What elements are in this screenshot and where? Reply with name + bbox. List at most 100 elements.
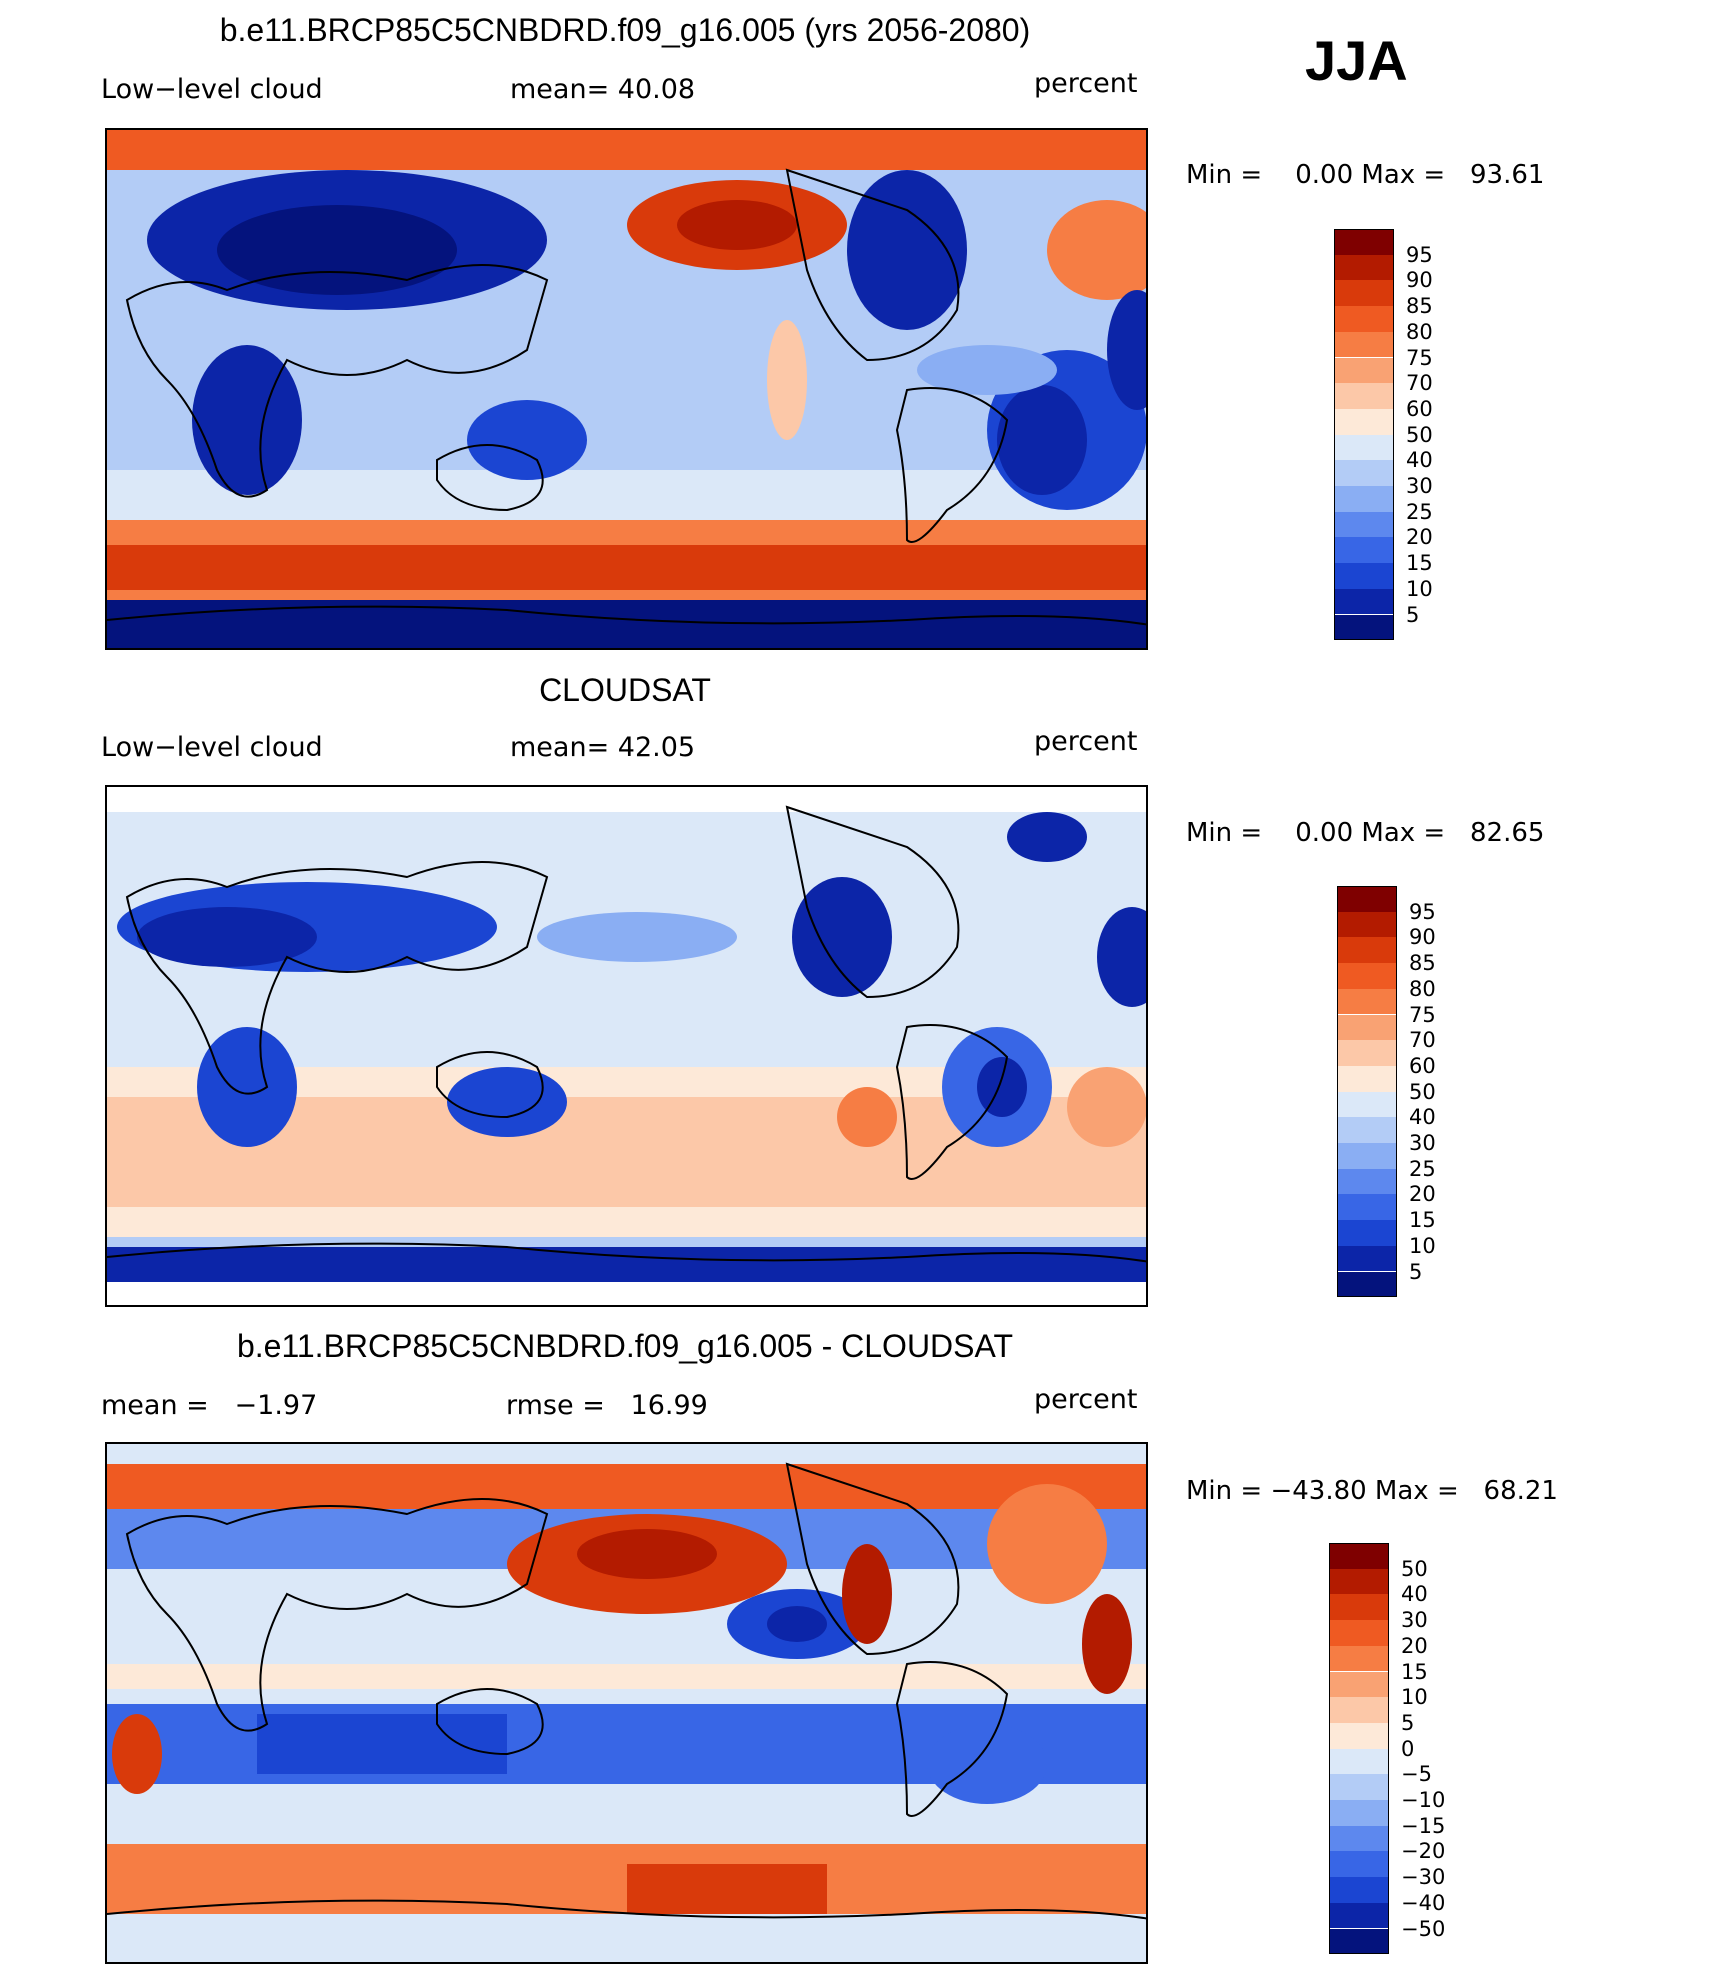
colorbar-swatch [1334,614,1394,641]
colorbar-swatch [1337,1194,1397,1221]
colorbar-swatch [1329,1877,1389,1903]
colorbar-swatch [1334,357,1394,384]
colorbar-swatch [1337,1040,1397,1066]
colorbar-tick-label: 10 [1409,1233,1436,1258]
colorbar-swatch [1334,306,1394,332]
season-label: JJA [1305,29,1408,92]
colorbar-swatch [1334,383,1394,409]
colorbar-tick-label: 50 [1406,422,1433,447]
colorbar-swatch [1337,963,1397,989]
colorbar-swatch [1337,1271,1397,1298]
colorbar-tick-label: 15 [1406,551,1433,576]
colorbar-swatch [1337,988,1397,1015]
colorbar-swatch [1329,1825,1389,1852]
colorbar-swatch [1337,1168,1397,1195]
colorbar-tick-label: 40 [1401,1582,1428,1607]
colorbar-swatch [1334,280,1394,307]
colorbar-tick-label: 70 [1409,1028,1436,1053]
colorbar-swatch [1337,1065,1397,1092]
colorbar-swatch [1329,1568,1389,1595]
colorbar-tick-label: 40 [1406,448,1433,473]
colorbar-tick-label: 70 [1406,371,1433,396]
colorbar-swatch [1329,1645,1389,1672]
colorbar-tick-label: 85 [1406,294,1433,319]
colorbar-tick-label: 80 [1409,976,1436,1001]
colorbar-frame [1337,886,1397,1298]
panel-1-title: b.e11.BRCP85C5CNBDRD.f09_g16.005 (yrs 20… [219,12,1031,48]
colorbar-swatch [1329,1800,1389,1826]
colorbar-tick-label: 5 [1401,1710,1415,1735]
colorbar-swatch [1334,254,1394,281]
colorbar-frame [1329,1543,1389,1955]
panel-3-units-label: percent [1034,1384,1138,1415]
colorbar-tick-label: −10 [1401,1788,1446,1812]
colorbar-tick-label: 50 [1409,1079,1436,1104]
colorbar-tick-label: −15 [1401,1813,1446,1838]
colorbar-tick-label: 30 [1401,1608,1428,1633]
colorbar-swatch [1334,434,1394,461]
panel-1-map [105,128,1148,650]
colorbar-tick-label: 10 [1401,1685,1428,1710]
colorbar-swatch [1334,229,1394,255]
colorbar-swatch [1334,588,1394,615]
colorbar-swatch [1329,1722,1389,1749]
colorbar-swatch [1337,937,1397,964]
colorbar-swatch [1337,1220,1397,1246]
colorbar-swatch [1334,408,1394,435]
colorbar-tick-label: −40 [1401,1890,1446,1915]
colorbar-swatch [1329,1902,1389,1929]
panel-3-title: b.e11.BRCP85C5CNBDRD.f09_g16.005 - CLOUD… [236,1328,1014,1364]
colorbar-swatch [1334,486,1394,512]
panel-2-variable-label: Low−level cloud [101,732,323,763]
panel-2-units-label: percent [1034,726,1138,757]
panel-3-mean-label: mean = −1.97 [101,1390,318,1421]
colorbar-tick-label: 50 [1401,1556,1428,1581]
colorbar-tick-label: 10 [1406,576,1433,601]
panel-2-minmax: Min = 0.00 Max = 82.65 [1186,818,1545,848]
colorbar-tick-label: 30 [1409,1131,1436,1155]
colorbar-swatch [1329,1543,1389,1569]
colorbar-tick-label: 20 [1401,1633,1428,1658]
colorbar-tick-label: 15 [1409,1208,1436,1233]
colorbar-swatch [1337,1117,1397,1143]
colorbar-tick-label: 25 [1409,1156,1436,1181]
colorbar-swatch [1337,911,1397,938]
colorbar-swatch [1329,1774,1389,1800]
colorbar-swatch [1329,1671,1389,1698]
panel-1-mean-label: mean= 40.08 [510,74,696,105]
colorbar-tick-label: 40 [1409,1105,1436,1130]
colorbar-tick-label: 20 [1406,525,1433,550]
colorbar-swatch [1337,886,1397,912]
panel-3-minmax: Min = −43.80 Max = 68.21 [1186,1476,1558,1506]
panel-3-map [105,1442,1148,1964]
panel-2-map [105,785,1148,1307]
colorbar-tick-label: 25 [1406,499,1433,524]
colorbar-swatch [1337,1245,1397,1272]
colorbar-tick-label: 0 [1401,1736,1415,1761]
colorbar-swatch [1334,511,1394,538]
colorbar-tick-label: 15 [1401,1659,1428,1684]
colorbar-tick-label: 20 [1409,1182,1436,1207]
colorbar-swatch [1334,537,1394,564]
colorbar-swatch [1334,331,1394,358]
panel-3-rmse-label: rmse = 16.99 [506,1390,708,1421]
panel-1-units-label: percent [1034,68,1138,99]
colorbar-tick-label: 5 [1406,602,1420,627]
colorbar-tick-label: 85 [1409,951,1436,976]
colorbar-tick-label: 95 [1406,242,1433,267]
colorbar-tick-label: 75 [1406,345,1433,370]
colorbar-tick-label: 90 [1406,268,1433,293]
colorbar-tick-label: 5 [1409,1259,1423,1284]
colorbar-frame [1334,229,1394,641]
colorbar-tick-label: 60 [1406,396,1433,421]
colorbar-swatch [1334,460,1394,486]
colorbar-swatch [1337,1014,1397,1041]
panel-1-variable-label: Low−level cloud [101,74,323,105]
panel-1-minmax: Min = 0.00 Max = 93.61 [1186,160,1545,190]
colorbar-swatch [1337,1143,1397,1169]
panel-2-mean-label: mean= 42.05 [510,732,696,763]
colorbar-swatch [1329,1697,1389,1723]
colorbar-tick-label: 90 [1409,925,1436,950]
colorbar-tick-label: 60 [1409,1053,1436,1078]
colorbar-swatch [1329,1594,1389,1621]
